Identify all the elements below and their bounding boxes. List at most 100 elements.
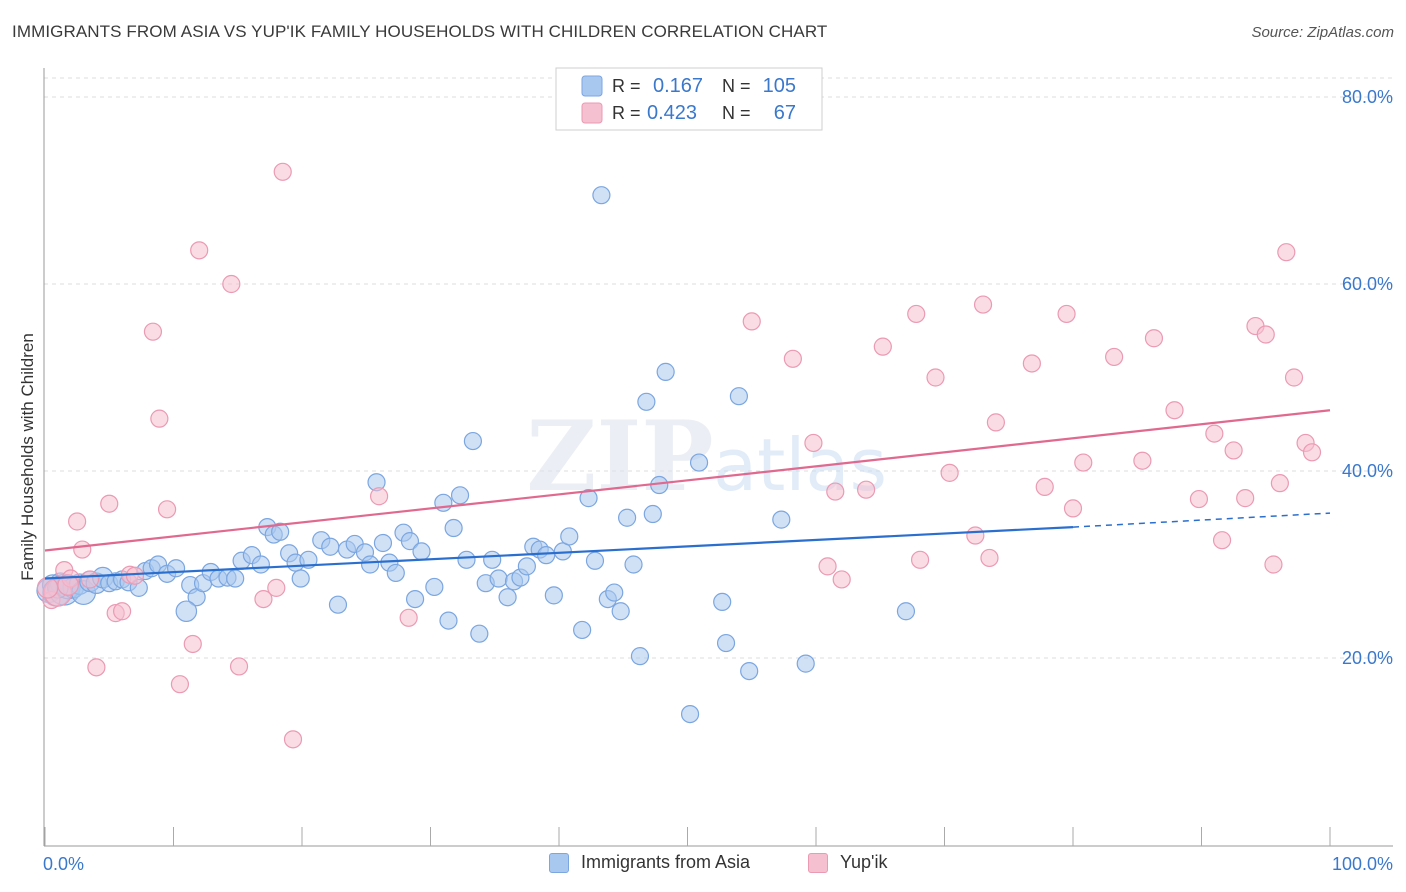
y-tick-label-80: 80.0%	[1342, 87, 1393, 107]
yupik-point-51	[1165, 401, 1184, 420]
asia-point-53	[412, 542, 431, 561]
asia-point-54	[425, 577, 444, 597]
yupik-point-50	[1144, 329, 1164, 348]
asia-point-94	[740, 661, 759, 681]
asia-point-49	[386, 563, 405, 583]
asia-point-85	[637, 392, 656, 411]
watermark-zip: ZIP	[526, 400, 713, 513]
bottom-legend-item-asia: Immigrants from Asia	[549, 852, 750, 873]
yupik-point-60	[1270, 474, 1289, 493]
yupik-point-40	[973, 295, 993, 314]
yupik-point-13	[143, 322, 163, 341]
trend-line-asia-extension	[1072, 512, 1331, 528]
asia-point-76	[579, 489, 598, 508]
asia-point-40	[321, 537, 340, 556]
yupik-point-37	[926, 368, 945, 387]
yupik-point-44	[1035, 477, 1054, 496]
trend-line-asia	[44, 526, 1074, 580]
series-yupik	[36, 162, 1322, 749]
bottom-legend: Immigrants from Asia Yup'ik	[0, 852, 1406, 878]
yupik-point-65	[36, 577, 59, 599]
asia-point-71	[537, 546, 556, 565]
legend-r-label-1: R =	[612, 76, 641, 96]
yupik-point-48	[1105, 347, 1124, 367]
yupik-point-14	[150, 409, 169, 428]
bottom-legend-swatch-blue	[549, 852, 569, 873]
asia-point-34	[271, 522, 290, 541]
asia-point-28	[226, 569, 245, 588]
yupik-point-33	[857, 480, 876, 499]
yupik-point-42	[986, 413, 1006, 432]
asia-point-97	[896, 602, 916, 621]
asia-point-89	[680, 704, 700, 724]
bottom-legend-item-yupik: Yup'ik	[808, 852, 887, 873]
asia-point-68	[517, 557, 536, 576]
asia-point-74	[560, 527, 579, 546]
yupik-point-41	[980, 548, 999, 568]
yupik-point-7	[87, 658, 106, 677]
asia-point-88	[656, 362, 675, 381]
asia-point-60	[463, 431, 483, 451]
yupik-point-39	[966, 526, 985, 545]
yupik-point-4	[68, 512, 87, 531]
asia-point-52	[405, 589, 425, 609]
legend-n-value-1: 105	[763, 75, 796, 97]
yupik-point-46	[1063, 499, 1083, 518]
asia-point-80	[605, 583, 624, 602]
yupik-point-34	[873, 337, 892, 356]
asia-point-81	[611, 602, 630, 621]
asia-point-72	[544, 586, 563, 605]
asia-point-57	[444, 518, 463, 538]
asia-point-86	[643, 504, 662, 524]
yupik-point-12	[125, 566, 145, 585]
yupik-point-5	[73, 540, 92, 559]
yupik-point-21	[254, 589, 273, 609]
asia-point-59	[457, 550, 476, 569]
yupik-point-16	[170, 675, 190, 694]
asia-point-63	[483, 550, 502, 569]
yupik-point-54	[1212, 531, 1232, 550]
y-tick-labels: 20.0% 40.0% 60.0% 80.0%	[1342, 87, 1393, 668]
yupik-point-23	[273, 162, 292, 181]
legend-n-label-1: N =	[722, 76, 751, 96]
asia-point-95	[772, 510, 791, 529]
asia-point-56	[439, 611, 458, 630]
stats-legend: R = 0.167 N = 105 R = 0.423 N = 67	[555, 67, 823, 131]
yupik-point-17	[183, 634, 202, 654]
asia-point-84	[630, 647, 650, 666]
bottom-legend-label-yupik: Yup'ik	[840, 852, 888, 872]
asia-point-92	[716, 633, 736, 653]
asia-point-31	[251, 555, 270, 574]
yupik-point-61	[1277, 243, 1296, 262]
yupik-point-49	[1133, 451, 1152, 470]
asia-point-91	[713, 592, 732, 612]
yupik-point-15	[157, 500, 177, 519]
asia-point-96	[796, 654, 815, 673]
yupik-point-52	[1189, 489, 1209, 509]
yupik-point-47	[1074, 453, 1093, 472]
legend-r-value-2: 0.423	[647, 102, 697, 124]
axes	[43, 68, 1393, 847]
yupik-point-27	[742, 312, 761, 331]
asia-point-45	[361, 555, 380, 574]
yupik-point-55	[1224, 441, 1243, 460]
asia-point-21	[166, 559, 186, 578]
source-label: Source: ZipAtlas.com	[1251, 24, 1394, 41]
y-tick-label-20: 20.0%	[1342, 648, 1393, 668]
y-tick-label-40: 40.0%	[1342, 461, 1393, 481]
asia-point-51	[400, 532, 420, 551]
legend-r-value-1: 0.167	[653, 75, 703, 97]
yupik-point-19	[222, 274, 241, 294]
yupik-point-31	[826, 482, 845, 501]
yupik-point-18	[190, 241, 209, 260]
legend-n-value-2: 67	[774, 102, 796, 124]
yupik-point-10	[112, 602, 132, 621]
yupik-point-36	[910, 550, 930, 569]
y-axis-label: Family Households with Children	[18, 333, 37, 581]
yupik-point-30	[818, 557, 837, 576]
chart-title: IMMIGRANTS FROM ASIA VS YUP'IK FAMILY HO…	[12, 22, 828, 41]
asia-point-61	[470, 624, 489, 643]
yupik-point-64	[1302, 443, 1322, 462]
asia-point-58	[450, 486, 470, 505]
